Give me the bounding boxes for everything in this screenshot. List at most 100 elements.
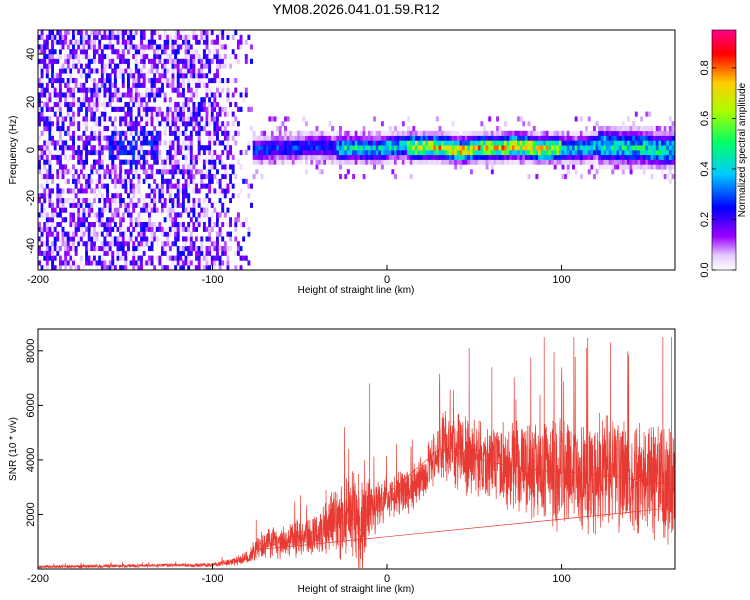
spectrogram-cell — [132, 140, 136, 146]
spectrogram-cell — [192, 126, 196, 132]
spectrogram-cell — [493, 145, 497, 151]
spectrogram-cell — [294, 154, 298, 160]
spectrogram-cell — [53, 92, 57, 98]
spectrogram-cell — [40, 68, 44, 74]
spectrogram-cell — [590, 135, 594, 141]
spectrogram-cell — [121, 246, 125, 252]
y-tick-label: 40 — [25, 48, 37, 60]
spectrogram-cell — [40, 231, 44, 237]
spectrogram-cell — [291, 150, 295, 156]
spectrogram-cell — [250, 58, 253, 64]
spectrogram-cell — [134, 222, 138, 228]
spectrogram-cell — [129, 236, 133, 242]
spectrogram-cell — [53, 39, 57, 45]
spectrogram-cell — [176, 30, 180, 36]
spectrogram-cell — [519, 135, 523, 141]
spectrogram-cell — [140, 265, 144, 270]
spectrogram-cell — [53, 111, 57, 117]
spectrogram-cell — [103, 116, 107, 122]
spectrogram-cell — [412, 140, 416, 146]
spectrogram-cell — [409, 154, 413, 160]
spectrogram-cell — [153, 231, 157, 237]
spectrogram-cell — [82, 145, 86, 151]
spectrogram-cell — [192, 212, 196, 218]
spectrogram-cell — [216, 250, 219, 256]
spectrogram-cell — [72, 174, 75, 180]
spectrogram-cell — [150, 140, 154, 146]
spectrogram-cell — [187, 102, 191, 108]
spectrogram-cell — [195, 265, 198, 270]
spectrogram-cell — [192, 121, 196, 127]
spectrogram-cell — [221, 34, 225, 40]
spectrogram-cell — [119, 183, 123, 189]
spectrogram-cell — [425, 150, 429, 156]
spectrogram-cell — [435, 130, 439, 136]
spectrogram-cell — [236, 250, 240, 256]
spectrogram-cell — [69, 255, 73, 261]
spectrogram-cell — [95, 58, 99, 64]
spectrogram-cell — [58, 97, 62, 103]
spectrogram-cell — [276, 150, 280, 156]
spectrogram-cell — [74, 39, 78, 45]
spectrogram-cell — [98, 174, 102, 180]
spectrogram-cell — [640, 116, 644, 122]
spectrogram-cell — [422, 130, 426, 136]
spectrogram-cell — [189, 111, 193, 117]
spectrogram-cell — [443, 150, 447, 156]
spectrogram-cell — [168, 188, 172, 194]
spectrogram-cell — [38, 260, 41, 266]
spectrogram-cell — [357, 140, 361, 146]
spectrogram-cell — [305, 145, 308, 151]
spectrogram-cell — [38, 159, 41, 165]
spectrogram-cell — [74, 150, 78, 156]
spectrogram-cell — [48, 198, 52, 204]
spectrogram-cell — [645, 159, 649, 165]
spectrogram-cell — [155, 169, 159, 175]
spectrogram-cell — [140, 44, 144, 50]
spectrogram-cell — [129, 164, 133, 170]
spectrogram-cell — [647, 140, 651, 146]
spectrogram-cell — [137, 246, 141, 252]
spectrogram-cell — [519, 140, 523, 146]
spectrogram-cell — [218, 222, 222, 228]
spectrogram-cell — [216, 130, 219, 136]
spectrogram-cell — [106, 193, 109, 199]
spectrogram-cell — [221, 207, 225, 213]
spectrogram-cell — [127, 78, 130, 84]
spectrogram-cell — [250, 106, 253, 112]
spectrogram-cell — [72, 87, 75, 93]
spectrogram-cell — [74, 265, 78, 270]
spectrogram-cell — [585, 140, 589, 146]
spectrogram-cell — [200, 102, 204, 108]
spectrogram-cell — [352, 145, 356, 151]
spectrogram-cell — [158, 183, 162, 189]
spectrogram-cell — [119, 73, 123, 79]
spectrogram-cell — [195, 121, 198, 127]
spectrogram-cell — [627, 145, 630, 151]
spectrogram-cell — [66, 111, 70, 117]
spectrogram-cell — [127, 250, 130, 256]
spectrogram-cell — [82, 159, 86, 165]
spectrogram-cell — [315, 154, 319, 160]
spectrogram-cell — [145, 159, 149, 165]
spectrogram-cell — [323, 150, 327, 156]
spectrogram-cell — [74, 246, 78, 252]
spectrogram-cell — [540, 130, 544, 136]
spectrogram-cell — [503, 154, 507, 160]
spectrogram-cell — [286, 159, 290, 165]
spectrogram-cell — [195, 217, 198, 223]
spectrogram-cell — [208, 135, 212, 141]
spectrogram-cell — [61, 188, 65, 194]
spectrogram-cell — [72, 255, 75, 261]
spectrogram-cell — [92, 241, 96, 247]
spectrogram-cell — [111, 58, 115, 64]
spectrogram-cell — [134, 145, 138, 151]
spectrogram-cell — [111, 140, 115, 146]
spectrogram-cell — [661, 150, 664, 156]
spectrogram-cell — [284, 140, 287, 146]
spectrogram-cell — [268, 116, 272, 122]
spectrogram-cell — [205, 106, 209, 112]
spectrogram-cell — [349, 150, 353, 156]
spectrogram-cell — [658, 130, 662, 136]
